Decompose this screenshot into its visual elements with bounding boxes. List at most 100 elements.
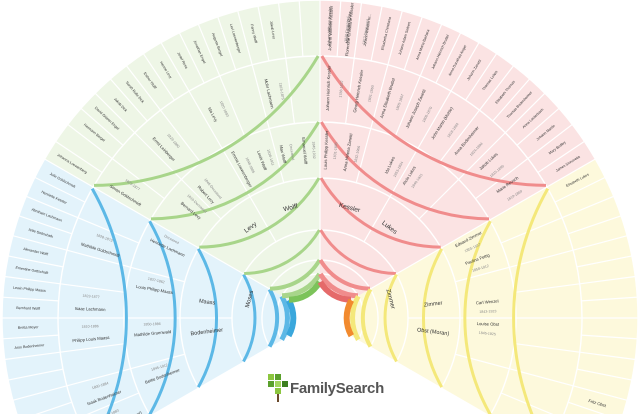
radial-line	[25, 195, 79, 219]
radial-line	[363, 196, 391, 243]
radial-line	[125, 65, 161, 111]
person-name: Florentine Christiane Kessler	[344, 2, 355, 57]
person-years: 1831-1895	[333, 142, 339, 159]
radial-line	[554, 176, 606, 203]
person-years: 1800-1884	[91, 381, 109, 390]
person-name: Louis Philipp Kessler	[323, 130, 329, 170]
outer-name: Alexander Wolff	[23, 247, 48, 257]
band-yellow	[512, 187, 550, 414]
radial-line	[35, 401, 73, 414]
band-green	[281, 272, 322, 299]
radial-line	[249, 196, 277, 243]
radial-line	[389, 147, 419, 198]
person-years: 1813-Deceased	[362, 19, 370, 45]
band-blue	[267, 288, 280, 348]
radial-line	[149, 219, 200, 249]
familysearch-logo[interactable]	[266, 372, 376, 406]
radial-line	[440, 219, 491, 249]
radial-line	[217, 16, 237, 71]
radial-line	[465, 53, 498, 101]
band-blue	[148, 220, 177, 414]
outer-name: Maria Louise Pucha	[345, 11, 352, 43]
person-name: Anna Helena Zanetti	[342, 133, 353, 172]
person-years: 1850-1886	[143, 322, 160, 327]
radial-line	[576, 368, 633, 381]
radial-line	[60, 283, 126, 294]
person-years: 1801-1860	[367, 85, 375, 103]
radial-line	[572, 235, 628, 251]
person-years: 1805-1867	[395, 94, 405, 112]
radial-line	[369, 346, 397, 363]
person-name: Philipp Louis Maass	[72, 335, 110, 343]
radial-line	[198, 247, 245, 275]
radial-line	[34, 176, 86, 203]
radial-line	[450, 42, 480, 92]
band-red	[319, 177, 441, 249]
person-name: Louise Obst	[477, 321, 500, 327]
person-years: 1810-1886	[81, 324, 98, 329]
radial-line	[489, 186, 548, 221]
band-blue	[196, 248, 218, 388]
radial-line	[500, 392, 554, 414]
person-name: Johann Heinrich Kessler	[325, 65, 332, 111]
radial-line	[80, 107, 124, 146]
person-name: Carl Wenzel	[476, 298, 499, 305]
radial-line	[579, 351, 636, 361]
band-yellow	[422, 248, 444, 388]
brand-name: FamilySearch	[290, 380, 384, 397]
band-green	[150, 121, 320, 221]
tree-icon	[268, 374, 288, 402]
radial-line	[160, 109, 202, 163]
radial-line	[152, 387, 200, 414]
radial-line	[197, 23, 221, 77]
person-years: Deceased	[289, 144, 296, 161]
radial-line	[440, 387, 488, 414]
radial-line	[581, 334, 638, 340]
radial-line	[130, 353, 185, 370]
radial-line	[387, 10, 403, 66]
radial-line	[514, 342, 580, 353]
gen3-name: Obst (Moran)	[417, 327, 450, 337]
radial-line	[7, 368, 64, 381]
radial-line	[2, 334, 59, 340]
radial-line	[4, 351, 61, 361]
person-years: 1845-1925	[479, 331, 496, 337]
band-yellow	[383, 273, 398, 363]
radial-line	[418, 178, 460, 220]
radial-line	[514, 283, 580, 294]
radial-line	[435, 32, 462, 84]
radial-line	[527, 123, 573, 159]
radial-line	[438, 109, 480, 163]
radial-line	[298, 0, 304, 57]
radial-line	[18, 215, 73, 235]
radial-line	[44, 158, 94, 188]
outer-name: Bernhard Wolff	[16, 306, 40, 311]
outer-name: Johann Wilhelm Kr...	[363, 13, 372, 46]
person-years: 1812-1883	[102, 408, 119, 414]
radial-line	[492, 78, 531, 122]
band-yellow	[350, 295, 361, 341]
gen3-name: Zimmer	[424, 300, 443, 308]
quadrant-wash-red	[320, 0, 596, 302]
radial-line	[561, 195, 615, 219]
radial-line	[111, 158, 165, 200]
radial-line	[67, 123, 113, 159]
person-name: Johann Wilhelm Kessler	[327, 5, 334, 51]
ring-line	[261, 259, 379, 348]
outer-name: Ernestine Gottschalk	[15, 266, 49, 275]
radial-line	[455, 266, 510, 283]
radial-line	[546, 158, 596, 188]
radial-line	[198, 361, 245, 389]
gen1-paternal: Moses	[245, 290, 255, 309]
person-years: 1815-1875	[278, 82, 285, 100]
outer-name: Bretta Meyer	[18, 325, 39, 330]
person-years: 1800-1870	[422, 106, 434, 123]
person-years: 1845-1932	[311, 141, 316, 158]
quadrant-wash-green	[44, 0, 321, 302]
person-years: Deceased	[163, 234, 179, 245]
band-yellow	[360, 288, 373, 348]
band-green	[94, 55, 320, 187]
radial-line	[417, 90, 452, 149]
person-name: Mohr Lachmann	[263, 78, 275, 109]
